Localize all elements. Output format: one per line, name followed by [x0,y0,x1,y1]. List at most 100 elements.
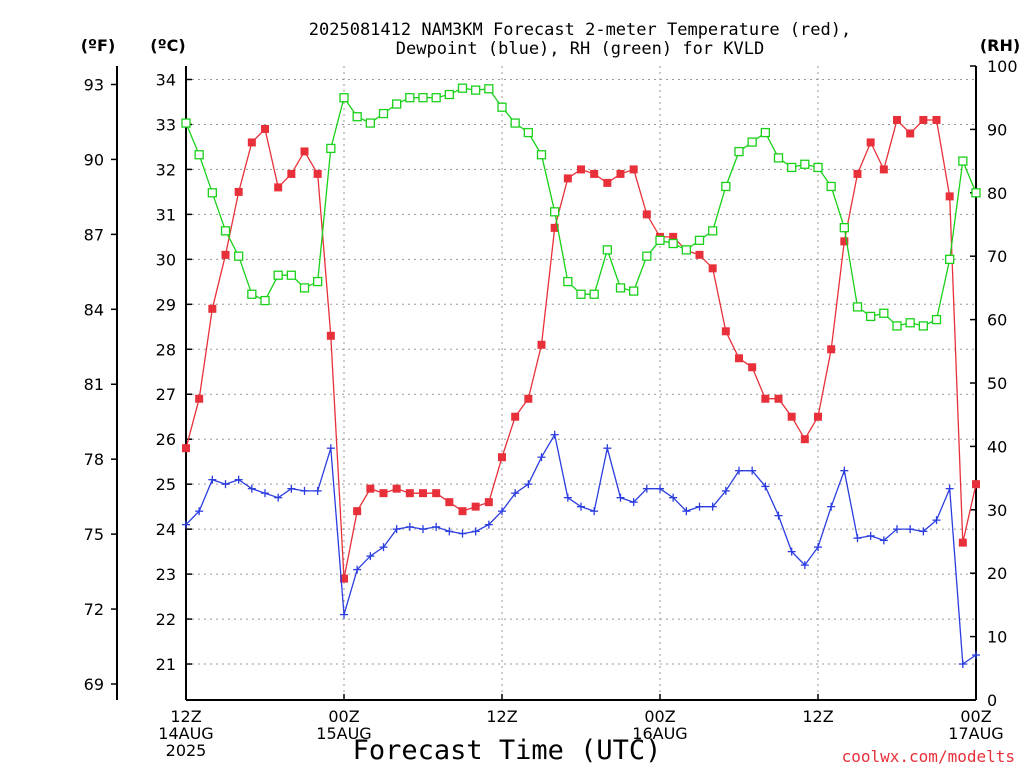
rh-point [181,118,191,128]
rh-point [852,302,863,312]
dewpoint-point [195,507,204,516]
temperature-point [261,124,269,133]
rh-point [576,289,586,299]
x-axis-title: Forecast Time (UTC) [353,735,662,766]
dewpoint-point [287,484,296,493]
rh-point [405,93,415,103]
temperature-point [840,237,849,246]
celsius-tick-label: 24 [156,520,176,539]
rh-point [220,226,231,236]
time-tick-label: 17AUG [948,724,1003,743]
rh-point [497,102,507,112]
dewpoint-point [721,486,730,495]
dewpoint-point [445,527,454,536]
rh-point [734,146,744,157]
rh-point [747,137,757,147]
time-tick-label: 12Z [802,707,833,726]
rh-point [971,188,981,198]
rh-point [839,223,849,233]
temperature-point [827,345,836,354]
dewpoint-point [221,480,230,489]
temperature-point [577,165,585,174]
rh-point [905,318,915,328]
temperature-point [208,304,217,313]
rh-point [931,314,942,325]
time-tick-label: 12Z [486,707,517,726]
rh-point [194,150,204,160]
dewpoint-point [182,520,190,529]
rh-point [510,118,520,128]
rh-point [299,283,310,293]
rh-point [813,162,823,173]
temperature-point [484,498,493,507]
dewpoint-point [906,525,915,534]
temperature-point [866,138,875,147]
rh-tick-label: 50 [987,374,1007,393]
dewpoint-point [550,430,559,439]
dewpoint-point [537,453,546,462]
rh-point [444,89,454,100]
temperature-point [616,169,625,178]
time-tick-label: 00Z [960,707,991,726]
celsius-tick-label: 30 [156,250,176,269]
temperature-point [853,169,862,178]
rh-point [563,276,573,287]
rh-point [945,254,955,265]
rh-point [589,289,599,299]
temperature-point [234,187,243,196]
temperature-point [195,394,204,403]
dewpoint-point [814,543,822,552]
dewpoint-point [353,565,362,574]
dewpoint-point [274,493,283,502]
temperature-point [787,412,796,421]
celsius-tick-label: 22 [156,610,176,629]
rh-point [773,153,784,163]
dewpoint-point [590,507,599,516]
time-tick-label: 16AUG [632,724,687,743]
chart-title-line-1: 2025081412 NAM3KM Forecast 2-meter Tempe… [309,20,851,40]
dewpoint-point [379,543,388,552]
rh-axis: 0 10 20 30 40 50 60 70 80 90 100 [970,57,1018,710]
dewpoint-point [945,484,954,493]
temperature-point [761,394,770,403]
rh-tick-label: 40 [987,437,1007,456]
rh-point [247,289,257,299]
dewpoint-point [656,484,664,493]
rh-point [536,150,547,160]
temperature-point [629,165,638,174]
dewpoint-point [300,486,309,495]
dewpoint-point [866,531,875,540]
rh-point [378,108,389,119]
celsius-tick-label: 34 [156,70,176,89]
fahrenheit-tick-label: 75 [84,525,104,544]
dewpoint-point [761,482,770,491]
dewpoint-point [800,561,809,570]
dewpoint-point [511,489,520,498]
rh-point [866,311,876,322]
dewpoint-point [603,444,612,453]
temperature-point [524,394,533,403]
fahrenheit-tick-label: 78 [84,450,104,469]
dewpoint-point [234,475,243,484]
chart-title: 2025081412 NAM3KM Forecast 2-meter Tempe… [309,20,851,59]
celsius-tick-label: 32 [156,160,176,179]
rh-tick-label: 0 [987,691,997,710]
temperature-point [708,264,717,273]
time-tick-label: 14AUG [158,724,213,743]
rh-point [392,99,402,109]
time-tick-label: 2025 [166,741,207,760]
rh-point [655,235,665,246]
dewpoint-point [577,502,585,511]
temperature-point [182,444,190,453]
rh-point [313,276,323,287]
rh-point [958,156,968,166]
rh-point [800,159,810,169]
rh-point [457,83,468,93]
rh-point [615,283,626,293]
dewpoint-point [774,511,783,520]
dewpoint-point [432,522,441,531]
credit-text: coolwx.com/modelts [842,747,1015,766]
celsius-unit-label: (ºC) [150,36,185,55]
